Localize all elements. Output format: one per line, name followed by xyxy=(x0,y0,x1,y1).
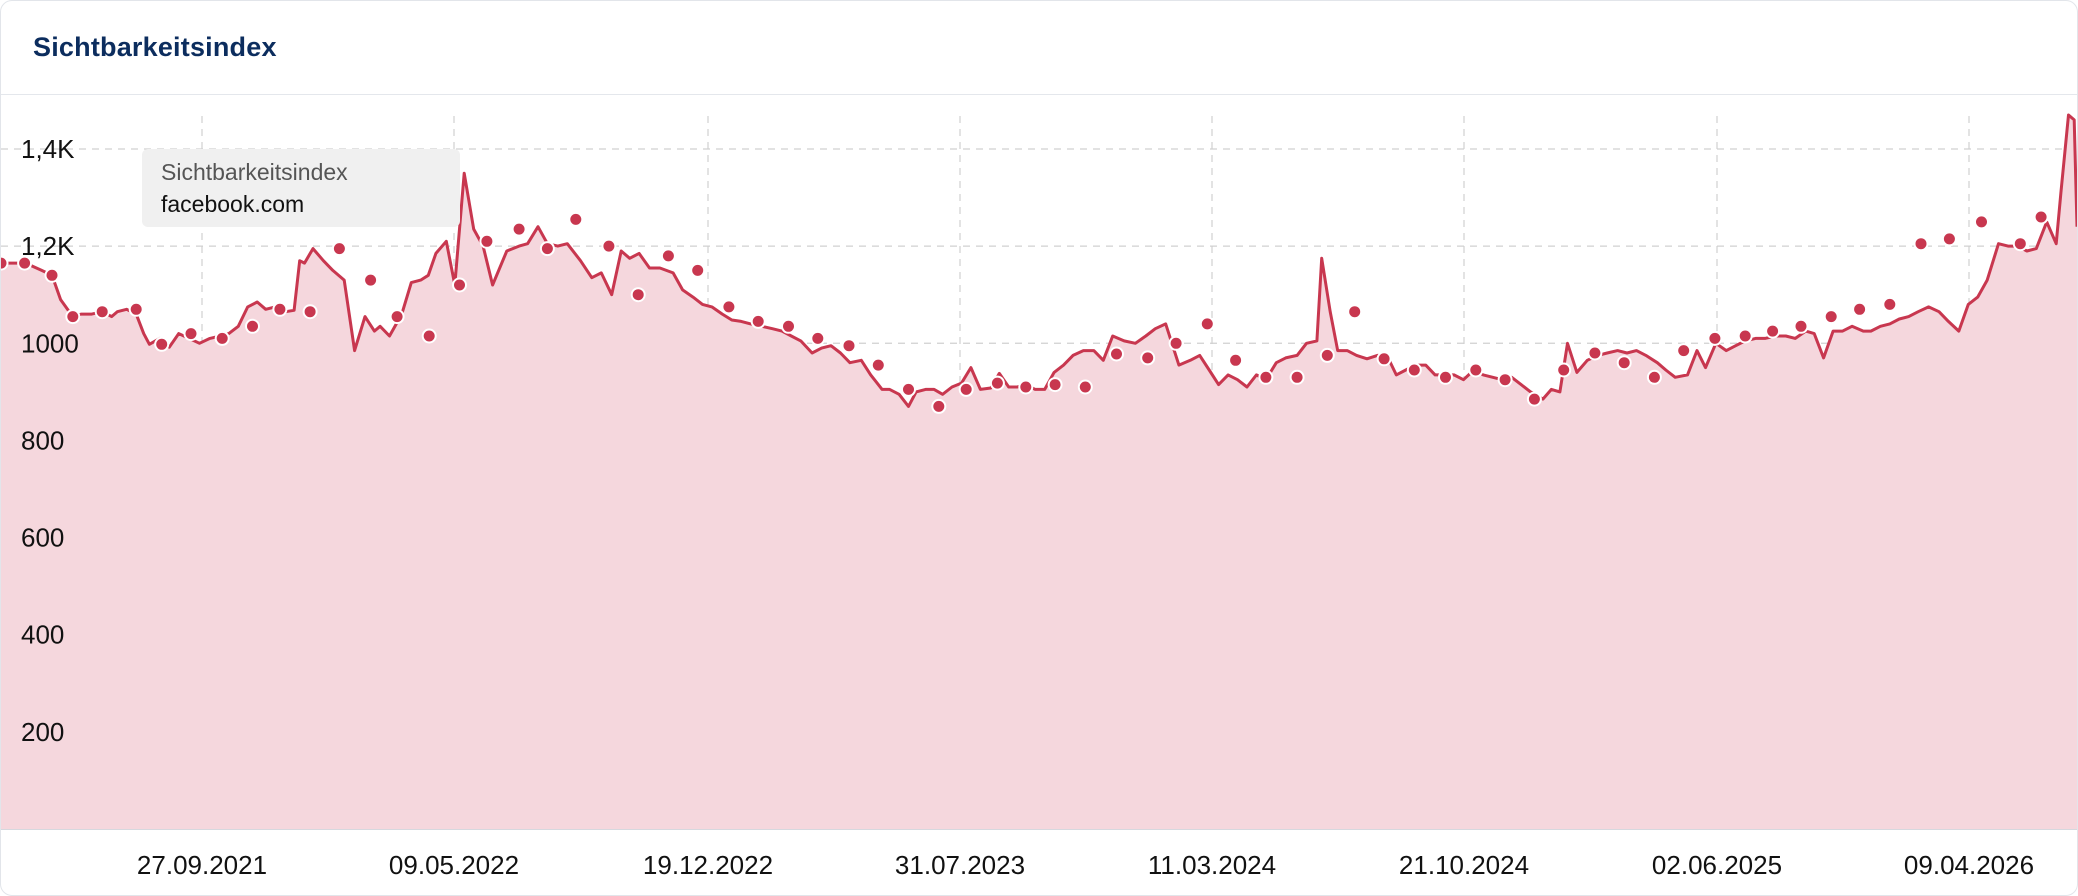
data-point[interactable] xyxy=(44,267,60,283)
data-point[interactable] xyxy=(1140,350,1156,366)
data-point[interactable] xyxy=(1646,369,1662,385)
data-point[interactable] xyxy=(810,330,826,346)
data-point[interactable] xyxy=(1468,362,1484,378)
y-tick-label: 600 xyxy=(21,523,64,553)
x-tick-label: 21.10.2024 xyxy=(1399,850,1529,880)
data-point[interactable] xyxy=(1168,335,1184,351)
data-point[interactable] xyxy=(781,318,796,334)
data-point[interactable] xyxy=(1289,369,1305,385)
data-point[interactable] xyxy=(511,221,527,237)
data-point[interactable] xyxy=(1974,214,1989,230)
data-point[interactable] xyxy=(841,338,857,354)
data-point[interactable] xyxy=(389,309,405,325)
x-tick-label: 02.06.2025 xyxy=(1652,850,1782,880)
data-point[interactable] xyxy=(1526,391,1542,407)
data-point[interactable] xyxy=(302,304,318,320)
data-point[interactable] xyxy=(1793,318,1809,334)
data-point[interactable] xyxy=(1556,362,1572,378)
data-point[interactable] xyxy=(690,262,706,278)
data-point[interactable] xyxy=(660,248,676,264)
data-point[interactable] xyxy=(154,336,170,352)
data-point[interactable] xyxy=(601,238,617,254)
data-point[interactable] xyxy=(128,301,144,317)
data-point[interactable] xyxy=(1018,379,1034,395)
data-point[interactable] xyxy=(1258,369,1274,385)
x-tick-label: 09.04.2026 xyxy=(1904,850,2034,880)
x-tick-label: 09.05.2022 xyxy=(389,850,519,880)
data-point[interactable] xyxy=(1882,296,1898,312)
data-point[interactable] xyxy=(1823,309,1839,325)
data-point[interactable] xyxy=(958,381,974,397)
legend-domain: facebook.com xyxy=(161,191,305,217)
axis-labels: 200 400 600 800 1000 1,2K 1,4K 27.09.2021 09.05.… xyxy=(21,134,2034,880)
series-legend: Sichtbarkeitsindex facebook.com xyxy=(142,149,460,227)
card-header: Sichtbarkeitsindex xyxy=(1,1,2077,95)
data-point[interactable] xyxy=(421,328,437,344)
y-tick-label: 800 xyxy=(21,425,64,455)
data-point[interactable] xyxy=(1587,345,1603,361)
data-point[interactable] xyxy=(1438,369,1453,385)
data-point[interactable] xyxy=(94,304,110,320)
data-point[interactable] xyxy=(1707,330,1723,346)
data-point[interactable] xyxy=(1765,323,1781,339)
data-point[interactable] xyxy=(1109,346,1124,362)
data-point[interactable] xyxy=(1406,362,1422,378)
x-tick-label: 19.12.2022 xyxy=(643,850,773,880)
data-point[interactable] xyxy=(630,287,646,303)
y-tick-label: 1,2K xyxy=(21,231,75,261)
y-tick-label: 200 xyxy=(21,717,64,747)
data-point[interactable] xyxy=(870,357,886,373)
data-point[interactable] xyxy=(1737,328,1753,344)
data-point[interactable] xyxy=(1616,355,1632,371)
data-point[interactable] xyxy=(1077,379,1093,395)
y-tick-label: 1,4K xyxy=(21,134,75,164)
data-point[interactable] xyxy=(1228,352,1244,368)
data-point[interactable] xyxy=(1,255,9,271)
data-point[interactable] xyxy=(1047,377,1063,393)
data-point[interactable] xyxy=(1497,372,1513,388)
data-point[interactable] xyxy=(1376,351,1392,367)
data-point[interactable] xyxy=(989,375,1005,391)
data-point[interactable] xyxy=(245,318,260,334)
data-point[interactable] xyxy=(214,330,230,346)
card-title: Sichtbarkeitsindex xyxy=(33,32,277,62)
data-point[interactable] xyxy=(452,277,467,293)
data-point[interactable] xyxy=(17,255,33,271)
x-tick-label: 31.07.2023 xyxy=(895,850,1025,880)
data-point[interactable] xyxy=(750,313,766,329)
data-point[interactable] xyxy=(2033,209,2049,225)
data-point[interactable] xyxy=(2012,236,2028,252)
data-point[interactable] xyxy=(568,211,584,227)
x-tick-label: 27.09.2021 xyxy=(137,850,267,880)
data-point[interactable] xyxy=(1347,304,1363,320)
data-point[interactable] xyxy=(363,272,379,288)
y-tick-label: 1000 xyxy=(21,328,79,358)
data-point[interactable] xyxy=(183,326,199,342)
data-point[interactable] xyxy=(1913,236,1929,252)
series-area xyxy=(1,115,2077,829)
data-point[interactable] xyxy=(721,299,737,315)
data-point[interactable] xyxy=(272,301,288,317)
data-point[interactable] xyxy=(479,233,495,249)
data-point[interactable] xyxy=(65,309,81,325)
legend-title: Sichtbarkeitsindex xyxy=(161,159,348,185)
series-markers xyxy=(1,209,2049,414)
data-point[interactable] xyxy=(901,381,916,397)
data-point[interactable] xyxy=(331,241,347,257)
data-point[interactable] xyxy=(931,398,947,414)
data-point[interactable] xyxy=(1676,343,1692,359)
x-tick-label: 11.03.2024 xyxy=(1148,850,1276,880)
data-point[interactable] xyxy=(1319,347,1335,363)
data-point[interactable] xyxy=(1941,231,1957,247)
data-point[interactable] xyxy=(1852,301,1868,317)
data-point[interactable] xyxy=(539,241,555,257)
data-point[interactable] xyxy=(1199,316,1215,332)
y-tick-label: 400 xyxy=(21,620,64,650)
